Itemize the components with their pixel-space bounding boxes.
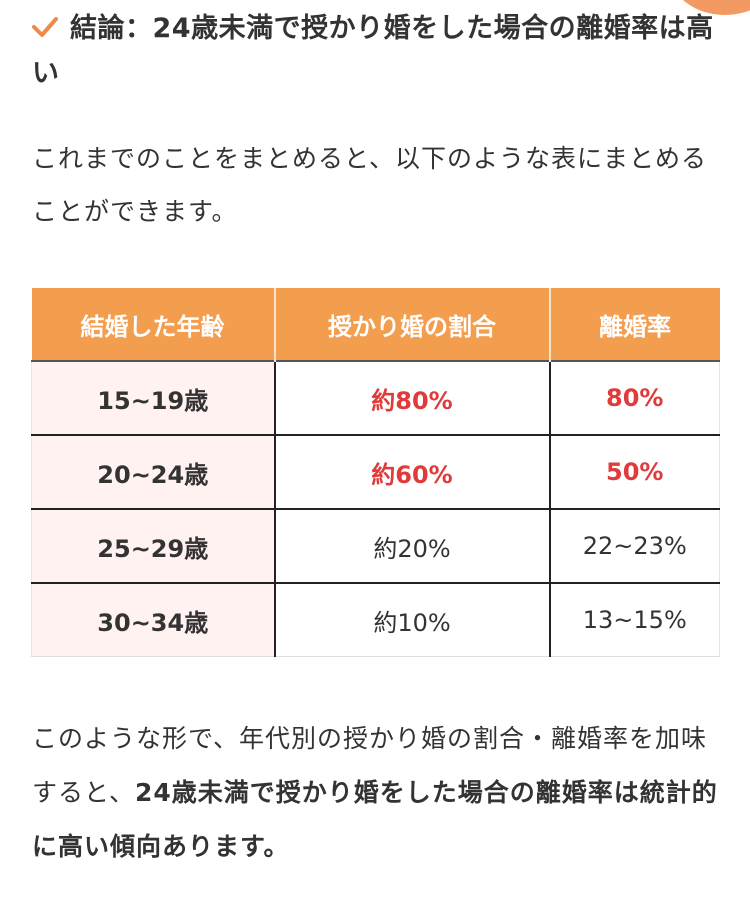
section-heading: 結論：24歳未満で授かり婚をした場合の離婚率は高い <box>32 6 722 96</box>
ratio-cell: 約20% <box>273 508 550 583</box>
table-row: 30~34歳 約10% 13~15% <box>31 582 720 657</box>
ratio-cell: 約60% <box>273 434 550 509</box>
table-header-row: 結婚した年齢 授かり婚の割合 離婚率 <box>31 288 720 361</box>
conclusion-paragraph: このような形で、年代別の授かり婚の割合・離婚率を加味すると、24歳未満で授かり婚… <box>32 712 722 874</box>
header-divorce-rate: 離婚率 <box>548 288 720 361</box>
section-heading-text: 結論：24歳未満で授かり婚をした場合の離婚率は高い <box>32 13 714 89</box>
ratio-cell: 約10% <box>273 582 550 657</box>
conclusion-bold-text: 24歳未満で授かり婚をした場合の離婚率は統計的に高い傾向あります。 <box>32 778 718 861</box>
ratio-cell: 約80% <box>273 360 550 435</box>
divorce-rate-cell: 50% <box>548 434 720 509</box>
table-row: 20~24歳 約60% 50% <box>31 434 720 509</box>
header-ratio: 授かり婚の割合 <box>273 288 550 361</box>
marriage-divorce-table: 結婚した年齢 授かり婚の割合 離婚率 15~19歳 約80% 80% 20~24… <box>31 288 720 657</box>
age-cell: 15~19歳 <box>31 360 275 435</box>
age-cell: 30~34歳 <box>31 582 275 657</box>
header-age: 結婚した年齢 <box>31 288 275 361</box>
age-cell: 25~29歳 <box>31 508 275 583</box>
divorce-rate-cell: 80% <box>548 360 720 435</box>
divorce-rate-cell: 22~23% <box>548 508 720 583</box>
table-row: 15~19歳 約80% 80% <box>31 360 720 435</box>
conclusion-plain-text: このような形で、年代別の授かり婚の割合・離婚率を加味すると、 <box>32 724 708 807</box>
age-cell: 20~24歳 <box>31 434 275 509</box>
check-icon <box>32 17 58 37</box>
intro-paragraph: これまでのことをまとめると、以下のような表にまとめることができます。 <box>32 144 708 226</box>
table-row: 25~29歳 約20% 22~23% <box>31 508 720 583</box>
divorce-rate-cell: 13~15% <box>548 582 720 657</box>
